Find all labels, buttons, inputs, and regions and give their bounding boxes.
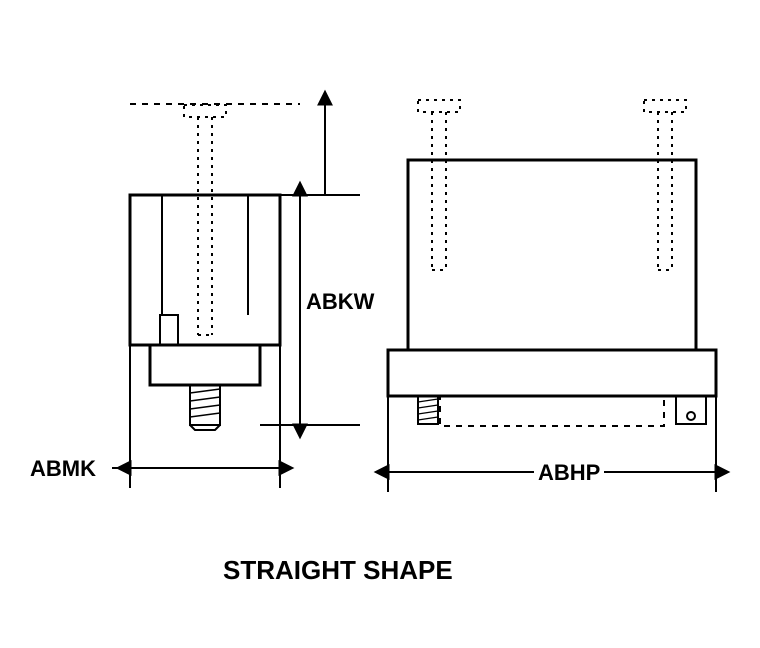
dimension-abkw <box>260 104 360 425</box>
label-abmk: ABMK <box>30 456 96 482</box>
right-view-left-stud <box>418 396 438 424</box>
label-abkw: ABKW <box>306 287 374 317</box>
right-view <box>388 100 716 426</box>
left-view <box>130 104 300 430</box>
diagram-title: STRAIGHT SHAPE <box>223 555 453 586</box>
left-screw <box>184 105 226 335</box>
diagram-canvas <box>0 0 760 648</box>
right-view-right-tab <box>676 396 706 424</box>
left-stud <box>190 385 220 430</box>
label-abhp: ABHP <box>534 460 604 486</box>
